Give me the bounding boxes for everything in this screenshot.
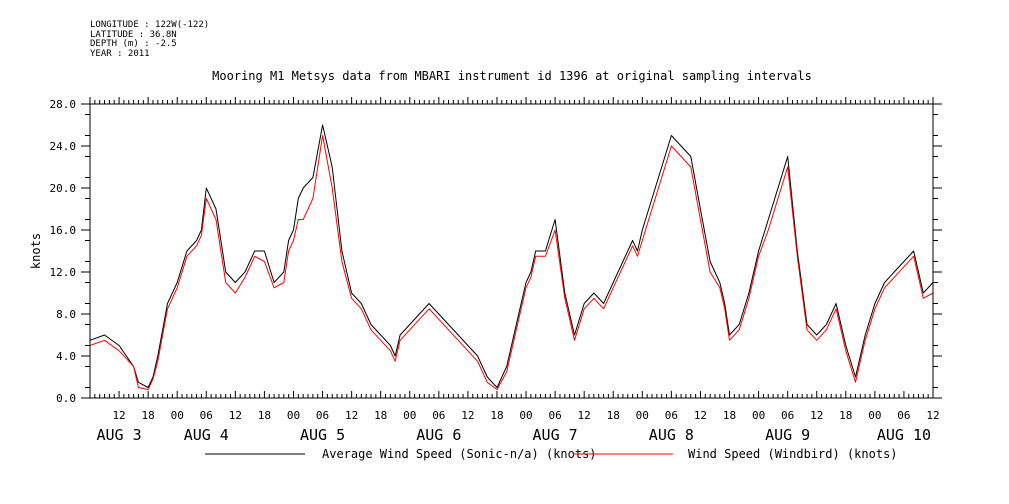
x-hour-label: 18 bbox=[723, 409, 736, 422]
plot-frame bbox=[89, 103, 934, 399]
x-hour-label: 00 bbox=[287, 409, 300, 422]
mooring-metadata: LONGITUDE : 122W(-122) LATITUDE : 36.8N … bbox=[90, 20, 210, 59]
x-day-label: AUG 10 bbox=[877, 426, 931, 444]
x-hour-label: 00 bbox=[171, 409, 184, 422]
x-day-label: AUG 4 bbox=[184, 426, 229, 444]
x-hour-label: 12 bbox=[345, 409, 358, 422]
x-hour-label: 18 bbox=[607, 409, 620, 422]
x-hour-label: 06 bbox=[200, 409, 213, 422]
x-hour-label: 06 bbox=[548, 409, 561, 422]
chart-legend: Average Wind Speed (Sonic-n/a) (knots) W… bbox=[205, 447, 898, 461]
x-hour-label: 00 bbox=[636, 409, 649, 422]
legend-label-windbird: Wind Speed (Windbird) (knots) bbox=[688, 447, 898, 461]
x-hour-label: 12 bbox=[810, 409, 823, 422]
x-day-label: AUG 8 bbox=[649, 426, 694, 444]
series-line-windbird-wind-speed bbox=[89, 135, 934, 391]
x-hour-label: 12 bbox=[229, 409, 242, 422]
latitude-label: LATITUDE : 36.8N bbox=[90, 29, 177, 40]
longitude-label: LONGITUDE : 122W(-122) bbox=[90, 20, 210, 30]
x-hour-label: 06 bbox=[665, 409, 678, 422]
x-hour-label: 12 bbox=[461, 409, 474, 422]
y-axis: 0.0 4.0 8.0 12.0 16.0 20.0 24.0 28.0 bbox=[50, 98, 942, 405]
x-hour-label: 06 bbox=[432, 409, 445, 422]
chart-title: Mooring M1 Metsys data from MBARI instru… bbox=[212, 69, 812, 83]
legend-label-average: Average Wind Speed (Sonic-n/a) (knots) bbox=[322, 447, 597, 461]
series-line-average-wind-speed bbox=[89, 124, 934, 388]
year-label: YEAR : 2011 bbox=[90, 48, 150, 59]
x-day-label: AUG 7 bbox=[533, 426, 578, 444]
x-hour-label: 00 bbox=[519, 409, 532, 422]
y-axis-label: knots bbox=[29, 233, 43, 269]
x-day-label: AUG 5 bbox=[300, 426, 345, 444]
x-hour-label: 12 bbox=[926, 409, 939, 422]
x-hour-label: 18 bbox=[258, 409, 271, 422]
y-tick-label: 28.0 bbox=[50, 98, 77, 111]
x-hour-label: 06 bbox=[897, 409, 910, 422]
x-day-label: AUG 6 bbox=[416, 426, 461, 444]
x-day-label: AUG 3 bbox=[96, 426, 141, 444]
x-axis: 12 18 00 06 12 18 00 06 12 18 00 06 12 18 00 06 12 18 00 06… bbox=[89, 97, 940, 444]
x-hour-label: 18 bbox=[839, 409, 852, 422]
y-tick-label: 0.0 bbox=[56, 392, 76, 405]
x-hour-label: 00 bbox=[752, 409, 765, 422]
x-day-label: AUG 9 bbox=[765, 426, 810, 444]
x-hour-label: 18 bbox=[374, 409, 387, 422]
x-hour-label: 00 bbox=[868, 409, 881, 422]
x-hour-label: 12 bbox=[694, 409, 707, 422]
x-hour-label: 06 bbox=[316, 409, 329, 422]
y-tick-label: 12.0 bbox=[50, 266, 77, 279]
x-hour-label: 12 bbox=[112, 409, 125, 422]
depth-label: DEPTH (m) : -2.5 bbox=[90, 39, 177, 49]
y-tick-label: 16.0 bbox=[50, 224, 77, 237]
x-hour-label: 00 bbox=[403, 409, 416, 422]
x-hour-label: 06 bbox=[781, 409, 794, 422]
x-hour-label: 18 bbox=[142, 409, 155, 422]
y-tick-label: 20.0 bbox=[50, 182, 77, 195]
x-hour-label: 18 bbox=[490, 409, 503, 422]
series-lines bbox=[89, 124, 934, 391]
y-tick-label: 4.0 bbox=[56, 350, 76, 363]
y-tick-label: 24.0 bbox=[50, 140, 77, 153]
x-hour-label: 12 bbox=[578, 409, 591, 422]
y-tick-label: 8.0 bbox=[56, 308, 76, 321]
